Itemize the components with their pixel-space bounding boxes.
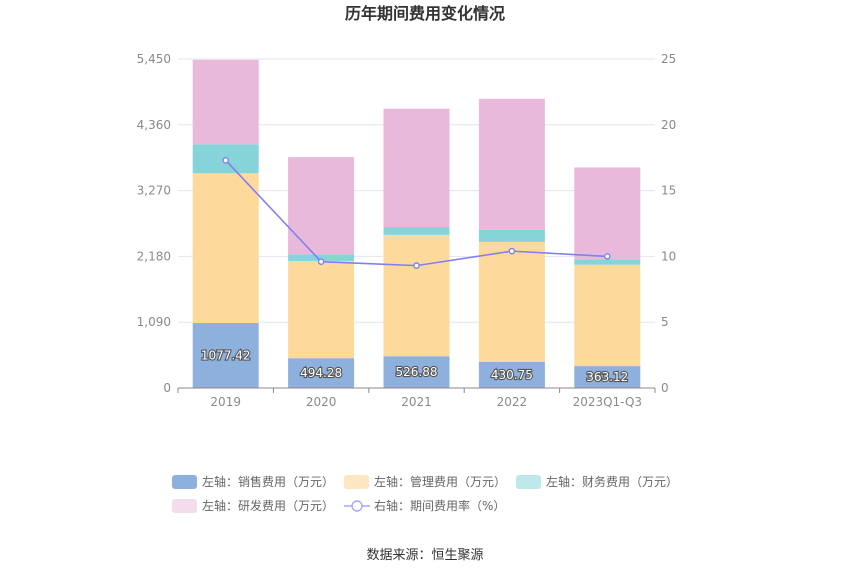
data-label: 526.88	[396, 365, 438, 379]
bar-2-2	[288, 260, 355, 359]
bar-1-1	[192, 322, 259, 388]
legend-label: 左轴：研发费用（万元）	[202, 498, 334, 513]
bar-2-5	[574, 264, 641, 367]
left-tick-label: 4,360	[137, 118, 171, 132]
left-tick-label: 0	[163, 381, 171, 395]
bar-2-3	[383, 234, 450, 357]
data-label: 494.28	[300, 366, 342, 380]
bar-4-5	[574, 167, 641, 260]
x-tick-label: 2023Q1-Q3	[573, 395, 642, 409]
chart-title: 历年期间费用变化情况	[345, 4, 505, 23]
bar-3-4	[478, 229, 545, 242]
right-tick-label: 20	[661, 118, 676, 132]
bar-4-3	[383, 108, 450, 228]
source-text: 数据来源：恒生聚源	[366, 548, 483, 563]
right-tick-label: 0	[661, 381, 669, 395]
right-tick-label: 25	[661, 52, 676, 66]
bar-4-4	[478, 98, 545, 230]
bar-1-3	[383, 356, 450, 388]
line-point	[604, 253, 611, 260]
x-tick-label: 2021	[401, 395, 432, 409]
legend-label: 左轴：财务费用（万元）	[546, 474, 678, 489]
data-label: 430.75	[491, 368, 533, 382]
line-point	[222, 157, 229, 164]
line-point	[508, 247, 516, 255]
bar-2-4	[478, 241, 545, 362]
bar-4-1	[192, 59, 259, 145]
legend-label: 右轴：期间费用率（%）	[374, 498, 505, 513]
left-tick-label: 2,180	[137, 249, 171, 263]
bar-2-1	[192, 173, 259, 323]
legend-label: 左轴：管理费用（万元）	[374, 474, 506, 489]
bar-1-4	[478, 361, 545, 388]
x-axis: 2019 2020 2021 2022 2023Q1-Q3	[177, 387, 656, 409]
x-tick-label: 2022	[497, 395, 528, 409]
left-axis: 0 1,090 2,180 3,270 4,360 5,450	[137, 52, 171, 395]
legend-label: 左轴：销售费用（万元）	[202, 474, 334, 489]
x-tick-label: 2019	[210, 395, 241, 409]
legend-item[interactable]: 左轴：财务费用（万元）	[516, 474, 678, 489]
right-tick-label: 15	[661, 184, 676, 198]
data-label: 1077.42	[201, 348, 251, 362]
legend[interactable]: 左轴：销售费用（万元） 左轴：管理费用（万元） 左轴：财务费用（万元） 左轴：研发费用…	[172, 474, 678, 513]
legend-item[interactable]: 左轴：销售费用（万元）	[172, 474, 334, 489]
line-point	[413, 262, 420, 269]
bar-4-2	[288, 157, 355, 255]
line-point	[317, 258, 325, 265]
bar-series: 1077.42 494.28 526.88 430.75 363.12	[192, 59, 641, 388]
legend-item[interactable]: 右轴：期间费用率（%）	[344, 498, 505, 513]
left-tick-label: 1,090	[137, 315, 171, 329]
right-tick-label: 10	[661, 249, 676, 263]
line-series	[222, 157, 611, 269]
legend-item[interactable]: 左轴：研发费用（万元）	[172, 498, 334, 513]
right-axis: 0 5 10 15 20 25	[661, 52, 676, 395]
right-tick-label: 5	[661, 315, 669, 329]
bar-3-5	[574, 259, 641, 265]
legend-swatch	[344, 475, 369, 489]
legend-line-marker	[351, 500, 363, 512]
x-tick-label: 2020	[306, 395, 337, 409]
left-tick-label: 3,270	[137, 184, 171, 198]
legend-swatch	[516, 475, 541, 489]
left-tick-label: 5,450	[137, 52, 171, 66]
legend-swatch	[172, 499, 197, 513]
bar-3-2	[288, 254, 355, 261]
bar-1-2	[288, 358, 355, 388]
bar-3-3	[383, 227, 450, 235]
bar-1-5	[574, 366, 641, 388]
data-label: 363.12	[586, 370, 628, 384]
legend-item[interactable]: 左轴：管理费用（万元）	[344, 474, 506, 489]
legend-swatch	[172, 475, 197, 489]
